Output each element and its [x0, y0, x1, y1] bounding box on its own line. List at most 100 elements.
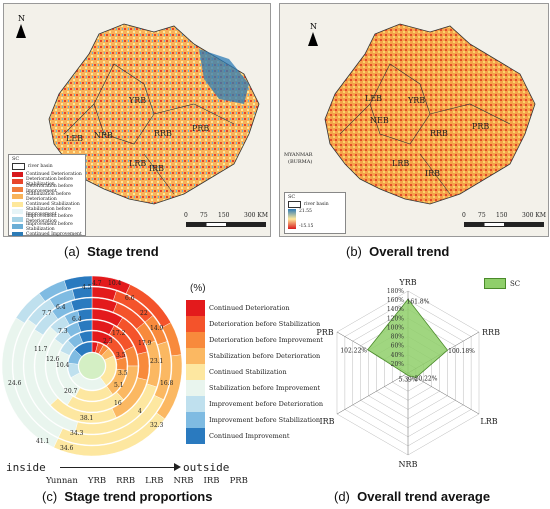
ring-value-label: 2.3 [103, 338, 113, 345]
ring-value-label: 4.7 [92, 280, 102, 287]
scale-tick-0: 0 [462, 212, 466, 219]
radar-legend-swatch [484, 278, 506, 289]
radar-axis-label: LRB [480, 417, 497, 426]
stage-legend-item: Stabilization before Improvement [9, 207, 85, 217]
ring-value-label: 12.6 [46, 356, 60, 363]
region-label-lrb: LRB [129, 159, 147, 168]
stage-legend-item: Stabilization before Deterioration [9, 191, 85, 202]
category-legend-item: Deterioration before Stabilization [186, 316, 320, 332]
ring-value-label: 6.6 [125, 295, 135, 302]
stage-legend-swatch [12, 163, 25, 171]
stage-legend-item: Continued Stabilization [9, 201, 85, 209]
scale-tick-300: 300 KM [522, 212, 546, 219]
stage-legend-label: Stabilization before Deterioration [26, 191, 71, 202]
ring-order-label: Yunnan [46, 476, 78, 486]
region-label-irb: IRB [425, 169, 441, 178]
north-arrow-icon [308, 32, 318, 46]
category-legend-item: Stabilization before Deterioration [186, 348, 320, 364]
ring-value-label: 10.4 [108, 280, 122, 287]
caption-a-letter: (a) [64, 244, 80, 259]
category-legend-label: Improvement before Stabilization [209, 416, 321, 424]
ring-value-label: 6.4 [72, 316, 82, 323]
ring-value-label: 38.1 [80, 415, 94, 422]
ring-segment [70, 297, 93, 312]
radar-axis-label: PRB [316, 328, 333, 337]
stage-category-legend: Continued Deterioration Deterioration bef… [186, 300, 323, 444]
radar-tick-label: 140% [387, 306, 404, 313]
ring-segment [74, 341, 93, 357]
category-legend-label: Stabilization before Deterioration [209, 352, 321, 360]
category-legend-swatch [186, 364, 205, 380]
radar-value-label: 102.22% [340, 348, 367, 355]
stage-legend-swatch [12, 194, 23, 200]
ring-segment [78, 330, 93, 344]
category-legend-swatch [186, 348, 205, 364]
ring-center [79, 353, 105, 379]
overall-trend-map-graphic [324, 23, 536, 205]
stage-legend-swatch [12, 186, 23, 192]
ring-value-label: 6.4 [56, 304, 66, 311]
region-label-leb: LEB [66, 134, 84, 143]
ring-order-label: PRB [229, 476, 248, 486]
ring-order-labels: Yunnan YRB RRB LRB NRB IRB PRB [46, 476, 248, 486]
category-legend-label: Continued Improvement [209, 432, 290, 440]
ring-value-label: 4.5 [82, 284, 92, 291]
region-label-lrb: LRB [392, 159, 410, 168]
radar-value-label: 100.18% [448, 348, 475, 355]
stage-trend-map: N YRB RRB NRB LRB IRB PRB LEB SC river b… [3, 3, 271, 237]
stage-legend-title: SC [12, 156, 20, 162]
stage-legend-label: Improvement before Deterioration [26, 214, 73, 225]
ring-value-label: 22 [140, 310, 148, 317]
ring-value-label: 10.4 [56, 362, 70, 369]
radar-tick-label: 20% [391, 361, 405, 368]
radar-axis-label: RRB [482, 328, 500, 337]
overall-legend-min: -15.15 [299, 223, 314, 229]
region-label-leb: LEB [365, 94, 383, 103]
radar-legend: SC [484, 278, 520, 289]
river-basin-swatch [288, 201, 301, 209]
radar-tick-label: 40% [391, 352, 405, 359]
ring-value-label: 23.1 [150, 358, 164, 365]
ring-order-label: YRB [87, 476, 107, 486]
stage-legend-label: Continued Improvement [26, 231, 82, 237]
ring-value-label: 34.3 [70, 430, 84, 437]
stage-legend-swatch [12, 171, 23, 177]
ring-value-label: 7.7 [42, 310, 52, 317]
category-legend-item: Improvement before Stabilization [186, 412, 320, 428]
category-legend-label: Deterioration before Stabilization [209, 320, 321, 328]
direction-arrow-icon [174, 463, 181, 471]
stage-legend-label: Continued Deterioration [26, 171, 82, 177]
ring-value-label: 5.1 [114, 382, 124, 389]
stage-legend-item: Continued Deterioration [9, 171, 85, 179]
radar-value-label: 20.22% [415, 376, 438, 383]
outside-label: outside [183, 461, 230, 474]
radar-axis-label: NRB [399, 460, 418, 469]
radar-spoke [407, 372, 480, 415]
category-legend-swatch [186, 332, 205, 348]
stage-legend-item: Improvement before Deterioration [9, 214, 85, 225]
scale-bar [464, 222, 544, 227]
ring-value-label: 14.9 [150, 325, 164, 332]
stage-legend-swatch [12, 224, 23, 230]
scale-tick-150: 150 [496, 212, 508, 219]
radar-value-label: 161.8% [407, 298, 430, 305]
ring-order-label: LRB [145, 476, 164, 486]
north-arrow-icon [16, 24, 26, 38]
scale-tick-75: 75 [200, 212, 208, 219]
country-label-myanmar: MYANMAR [284, 152, 313, 158]
improvement-area [199, 49, 249, 104]
ring-value-label: 16 [114, 400, 122, 407]
category-legend-label: Deterioration before Improvement [209, 336, 324, 344]
region-label-neb: NEB [370, 116, 389, 125]
ring-segment [77, 308, 93, 321]
caption-b-title: Overall trend [369, 244, 450, 259]
category-legend-label: Stabilization before Improvement [209, 384, 321, 392]
radar-series-area [367, 298, 449, 379]
caption-c: (c) Stage trend proportions [42, 489, 212, 504]
category-legend-item: Deterioration before Improvement [186, 332, 323, 348]
category-legend-item: Continued Improvement [186, 428, 306, 444]
overall-legend-max: 21.55 [299, 208, 312, 214]
region-label-rrb: RRB [430, 129, 448, 138]
category-legend-item: Stabilization before Improvement [186, 380, 320, 396]
stage-legend-label: Deterioration before Stabilization [26, 176, 73, 187]
